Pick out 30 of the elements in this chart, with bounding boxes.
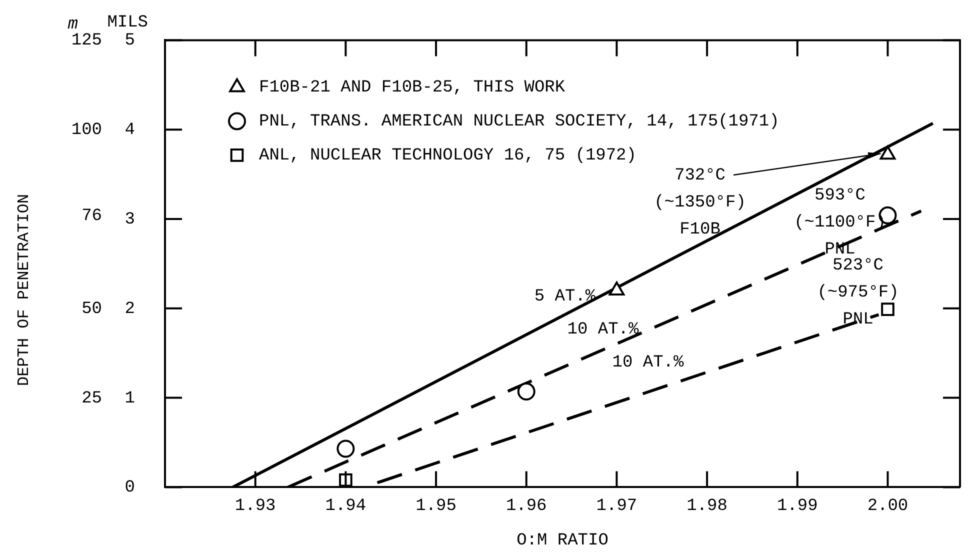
y-tick-label: 4 xyxy=(124,121,135,140)
y-tick-label: 1 xyxy=(124,389,135,408)
text: DEPTH OF PENETRATION xyxy=(15,194,34,386)
legend-label: PNL, TRANS. AMERICAN NUCLEAR SOCIETY, 14, 175(1971) xyxy=(259,112,780,132)
annotation: 523°C (~975°F) PNL xyxy=(817,256,899,330)
annotation: 732°C (~1350°F) F10B xyxy=(654,166,746,240)
y-tick-label: 2 xyxy=(124,300,135,319)
y-axis-title: MILS xyxy=(107,14,148,33)
x-tick-label: 1.98 xyxy=(686,496,728,516)
y2-tick-label: 100 xyxy=(71,121,102,140)
x-tick-label: 1.93 xyxy=(234,496,276,516)
y2-tick-label: 76 xyxy=(82,206,102,226)
y2-tick-label: 125 xyxy=(71,32,102,51)
y2-tick-label: 50 xyxy=(82,300,102,319)
y2-tick-label: 25 xyxy=(82,389,102,408)
x-tick-label: 1.99 xyxy=(776,496,818,516)
y-tick-label: 5 xyxy=(124,32,135,51)
x-axis-title: O:M RATIO xyxy=(516,531,608,550)
x-tick-label: 2.00 xyxy=(867,496,908,516)
x-tick-label: 1.97 xyxy=(596,496,638,516)
annotation: 5 AT.% xyxy=(534,288,596,306)
annotation: 10 AT.% xyxy=(612,354,684,372)
y-tick-label: 3 xyxy=(124,210,135,230)
legend-label: F10B-21 AND F10B-25, THIS WORK xyxy=(259,78,566,98)
x-tick-label: 1.94 xyxy=(325,496,366,516)
y-tick-label: 0 xyxy=(124,478,135,498)
annotation: 10 AT.% xyxy=(567,320,640,340)
x-tick-label: 1.95 xyxy=(416,496,456,516)
legend-label: ANL, NUCLEAR TECHNOLOGY 16, 75 (1972) xyxy=(259,146,636,166)
x-tick-label: 1.96 xyxy=(506,496,547,516)
